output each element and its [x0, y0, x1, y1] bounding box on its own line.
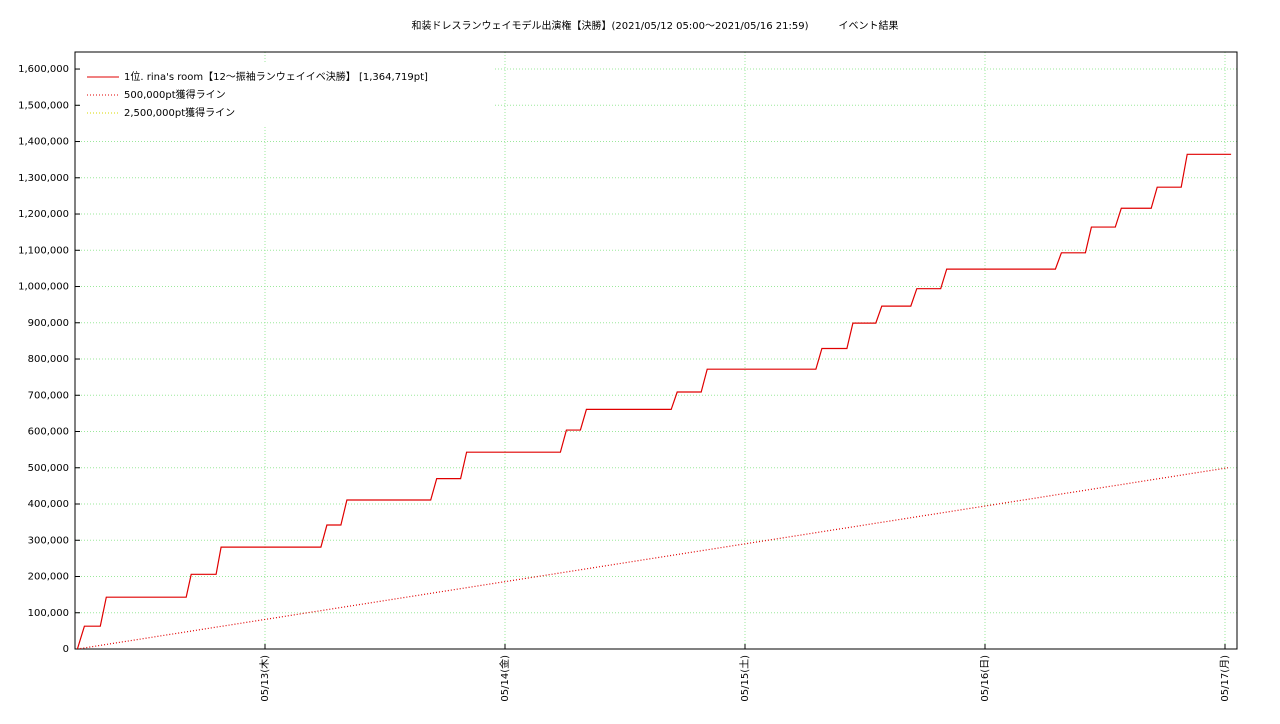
y-tick-label: 700,000 [28, 390, 69, 401]
x-tick-label: 05/14(金) [498, 655, 511, 702]
plot-frame [74, 51, 1238, 650]
legend-label: 2,500,000pt獲得ライン [124, 106, 235, 119]
plot-area [76, 153, 1232, 649]
y-tick-label: 1,100,000 [18, 245, 69, 256]
y-tick-label: 600,000 [28, 427, 69, 438]
y-tick-label: 400,000 [28, 499, 69, 510]
y-tick-label: 1,000,000 [18, 282, 69, 293]
x-tick-label: 05/16(日) [980, 655, 991, 702]
x-tick-label: 05/13(木) [259, 655, 271, 702]
y-tick-label: 1,300,000 [18, 173, 69, 184]
line-series [76, 153, 1232, 649]
legend-label: 500,000pt獲得ライン [124, 88, 226, 101]
y-tick-label: 200,000 [28, 572, 69, 583]
chart-title: 和装ドレスランウェイモデル出演権【決勝】(2021/05/12 05:00〜20… [411, 19, 898, 32]
x-tick-label: 05/15(土) [738, 655, 751, 702]
line-series [77, 467, 1229, 649]
y-tick-label: 300,000 [28, 535, 69, 546]
y-tick-label: 900,000 [28, 318, 69, 329]
x-tick-label: 05/17(月) [1219, 655, 1231, 702]
y-tick-label: 0 [63, 644, 69, 655]
y-tick-label: 100,000 [28, 608, 69, 619]
y-tick-label: 1,200,000 [18, 209, 69, 220]
y-tick-label: 1,500,000 [18, 100, 69, 111]
y-tick-label: 500,000 [28, 463, 69, 474]
y-tick-label: 1,600,000 [18, 64, 69, 75]
y-tick-label: 1,400,000 [18, 137, 69, 148]
y-tick-label: 800,000 [28, 354, 69, 365]
legend-box [80, 62, 495, 126]
legend-label: 1位. rina's room【12〜振袖ランウェイイベ決勝】 [1,364,7… [124, 70, 428, 83]
